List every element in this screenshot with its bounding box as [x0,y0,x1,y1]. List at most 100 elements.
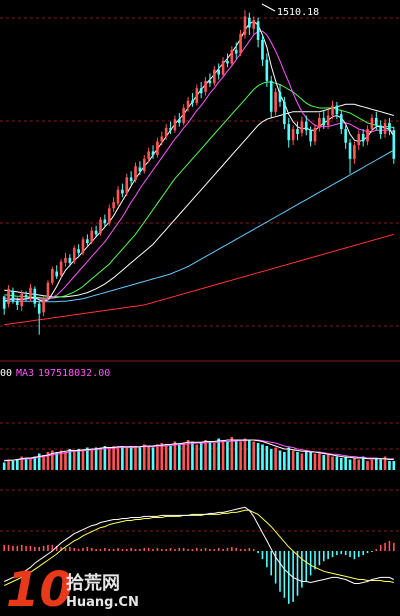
candle [348,138,352,174]
candle [239,30,242,57]
candle [121,183,124,198]
candle-body-down [129,177,133,182]
volume-bar [269,449,273,470]
candle [177,112,181,127]
candle [248,12,251,35]
volume-bar [55,452,59,470]
candle [226,53,229,68]
candle [208,73,212,87]
candle-body-up [182,108,185,123]
candle [326,109,330,130]
candle [103,214,107,227]
candle-body-up [291,129,295,141]
volume-bar [296,452,299,470]
candle [142,155,146,174]
watermark-latin: Huang.CN [66,595,139,610]
candle-body-up [357,134,361,146]
volume-moving-averages [4,439,394,462]
volume-bar [318,453,321,470]
candle [186,96,190,112]
candle [274,88,277,116]
watermark-number: 10 [6,562,73,616]
volume-bar [37,453,41,470]
candle-body-down [261,39,264,60]
candle-body-up [147,151,150,159]
volume-bar [335,456,339,470]
candle-body-up [46,282,50,298]
candle-body-down [226,60,229,64]
volume-bar [230,437,234,470]
volume-bar [51,450,54,470]
price-ma20-line [4,81,394,299]
high-price-pointer [261,3,276,12]
volume-bar [234,440,238,470]
volume-ma10-line [4,439,394,461]
volume-bar [339,458,343,470]
candle-body-up [383,122,387,135]
candle-body-down [151,151,155,156]
candle-body-up [90,230,94,242]
volume-bar [348,459,352,470]
candle-body-down [388,122,391,131]
candle [160,131,164,146]
price-ma60-line [4,149,395,303]
candle-body-up [72,247,76,262]
candle [2,296,6,315]
volume-bar [147,446,150,470]
volume-bar [112,446,115,470]
candle [138,161,142,175]
candle [86,234,89,246]
candle-body-up [59,261,63,276]
volume-bar [29,458,32,470]
volume-bar [160,443,164,470]
candle [107,204,111,226]
candle-body-up [112,202,115,209]
candle [339,110,343,135]
candle [300,116,304,137]
volume-bar [2,462,6,470]
candle-body-down [392,130,396,159]
volume-bar [173,441,177,470]
candle-body-down [335,105,339,115]
candle [234,42,238,59]
volume-bar [164,444,168,470]
candle-body-down [24,295,28,298]
candle [383,119,387,138]
volume-bar [239,441,242,470]
candle-body-up [313,127,317,142]
candle-body-up [213,69,216,84]
volume-bar [309,452,312,470]
volume-bar [326,455,330,470]
candle [344,125,347,149]
volume-bars [2,437,396,470]
candle-body-up [326,115,330,126]
candle-body-up [239,33,242,54]
candle-body-up [156,141,159,156]
volume-ma5-line [4,439,394,462]
candle-body-down [94,230,98,235]
candle-body-down [177,119,181,123]
candle-body-down [191,100,194,104]
volume-bar [344,456,347,470]
candle [353,141,356,164]
candle-body-down [55,271,59,277]
volume-bar [125,447,129,470]
volume-bar [217,438,221,470]
volume-bar [195,444,199,470]
volume-legend-ma3-label: MA3 [16,368,34,379]
candle-body-down [304,121,308,131]
candle [204,77,207,96]
candle [33,286,37,308]
candle [37,301,41,335]
candle-body-up [204,80,207,92]
candle [129,171,133,185]
candle [99,217,102,236]
volume-bar [116,447,120,470]
candle-body-up [331,105,334,116]
candle-body-down [16,301,19,305]
volume-bar [20,456,24,470]
candle-body-up [370,117,374,130]
candle [291,125,295,146]
volume-bar [221,440,225,470]
volume-bar [278,450,282,470]
